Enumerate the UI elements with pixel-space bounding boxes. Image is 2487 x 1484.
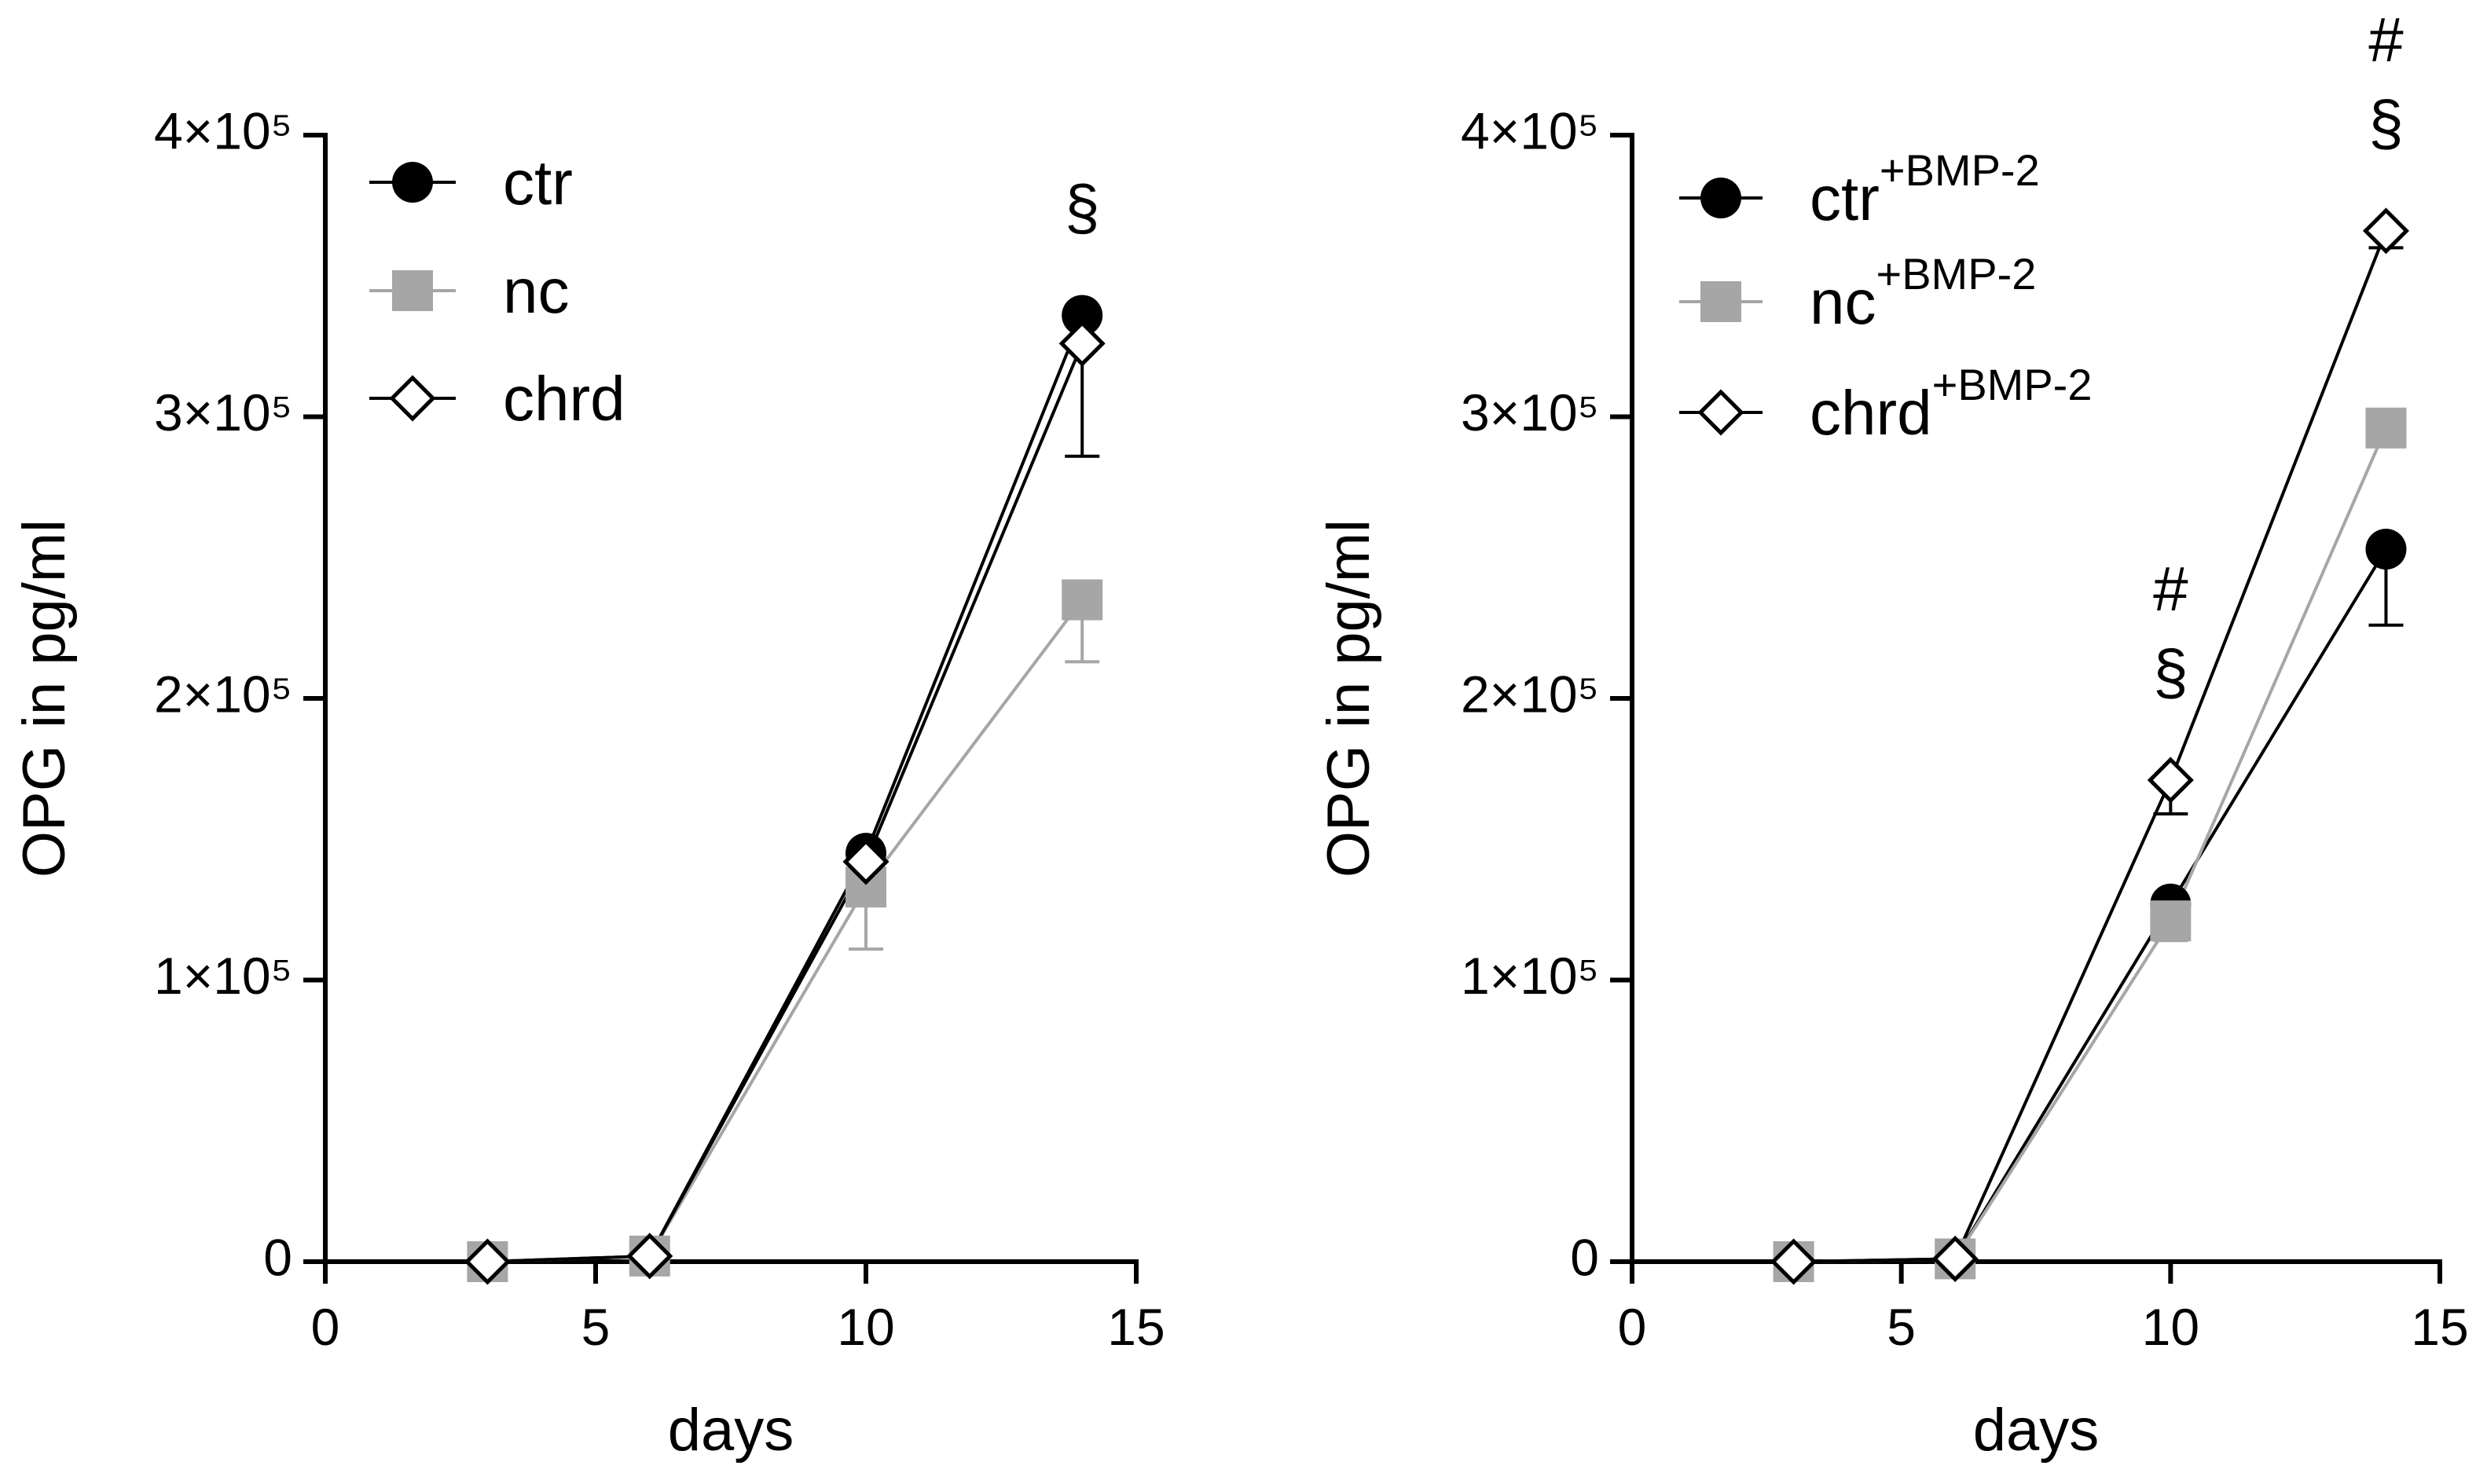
legend-name: nc xyxy=(1810,267,1876,337)
annotation: § xyxy=(1065,172,1100,242)
series-line xyxy=(487,314,1084,1263)
x-tick-label: 5 xyxy=(581,1298,611,1356)
x-tick-label: 15 xyxy=(2411,1298,2468,1356)
legend-marker xyxy=(392,162,433,203)
legend-label: nc xyxy=(503,256,570,326)
legend-name: chrd xyxy=(503,364,625,434)
data-point xyxy=(626,1233,673,1280)
y-tick-label: 1×10⁵ xyxy=(1461,947,1599,1005)
legend-superscript: +BMP-2 xyxy=(1880,145,2040,195)
series-line xyxy=(487,599,1084,1263)
data-point xyxy=(1770,1238,1818,1285)
y-tick-label: 3×10⁵ xyxy=(154,383,292,442)
data-point xyxy=(842,838,890,885)
legend-label: chrd xyxy=(503,364,625,434)
y-axis-label: OPG in pg/ml xyxy=(11,519,78,878)
legend-label: nc+BMP-2 xyxy=(1810,249,2036,337)
legend-label: ctr+BMP-2 xyxy=(1810,145,2040,233)
y-tick-label: 2×10⁵ xyxy=(1461,665,1599,723)
x-axis-label: days xyxy=(668,1397,794,1464)
x-tick-label: 15 xyxy=(1107,1298,1165,1356)
legend-name: chrd xyxy=(1810,378,1932,448)
legend-name: nc xyxy=(503,256,570,326)
series-line xyxy=(487,343,1084,1263)
series-line xyxy=(1793,548,2388,1263)
x-tick-label: 5 xyxy=(1887,1298,1916,1356)
data-point xyxy=(464,1238,511,1285)
legend-marker xyxy=(392,270,433,311)
legend-superscript: +BMP-2 xyxy=(1932,360,2093,409)
y-tick-label: 4×10⁵ xyxy=(1461,101,1599,159)
series-line xyxy=(1793,427,2388,1263)
x-tick-label: 0 xyxy=(1618,1298,1647,1356)
data-point xyxy=(2365,407,2407,449)
legend-marker xyxy=(1700,178,1741,218)
data-point xyxy=(2365,528,2407,570)
legend-label: ctr xyxy=(503,148,573,218)
data-point xyxy=(1062,295,1103,336)
legend-marker xyxy=(389,375,436,422)
x-axis-label: days xyxy=(1973,1397,2100,1464)
x-tick-label: 0 xyxy=(311,1298,340,1356)
data-point xyxy=(2150,900,2192,942)
x-tick-label: 10 xyxy=(837,1298,894,1356)
y-tick-label: 4×10⁵ xyxy=(154,101,292,159)
series-line xyxy=(1793,230,2388,1263)
annotation: § xyxy=(2368,88,2404,158)
y-tick-label: 0 xyxy=(1570,1228,1599,1286)
y-tick-label: 1×10⁵ xyxy=(154,947,292,1005)
legend-marker xyxy=(1700,281,1741,322)
y-tick-label: 0 xyxy=(263,1228,292,1286)
legend-label: chrd+BMP-2 xyxy=(1810,360,2092,448)
legend-superscript: +BMP-2 xyxy=(1876,249,2037,299)
data-point xyxy=(1931,1235,1979,1282)
legend-name: ctr xyxy=(503,148,573,218)
y-tick-label: 2×10⁵ xyxy=(154,665,292,723)
y-axis-label: OPG in pg/ml xyxy=(1315,519,1382,878)
data-point xyxy=(2362,207,2410,255)
legend-marker xyxy=(1697,389,1744,436)
x-tick-label: 10 xyxy=(2142,1298,2199,1356)
annotation: § xyxy=(2153,637,2188,707)
data-point xyxy=(2147,757,2194,804)
data-point xyxy=(1058,320,1106,367)
data-point xyxy=(1062,579,1103,621)
annotation: # xyxy=(2153,554,2188,624)
y-tick-label: 3×10⁵ xyxy=(1461,383,1599,442)
legend-name: ctr xyxy=(1810,163,1880,233)
annotation: # xyxy=(2368,5,2404,75)
